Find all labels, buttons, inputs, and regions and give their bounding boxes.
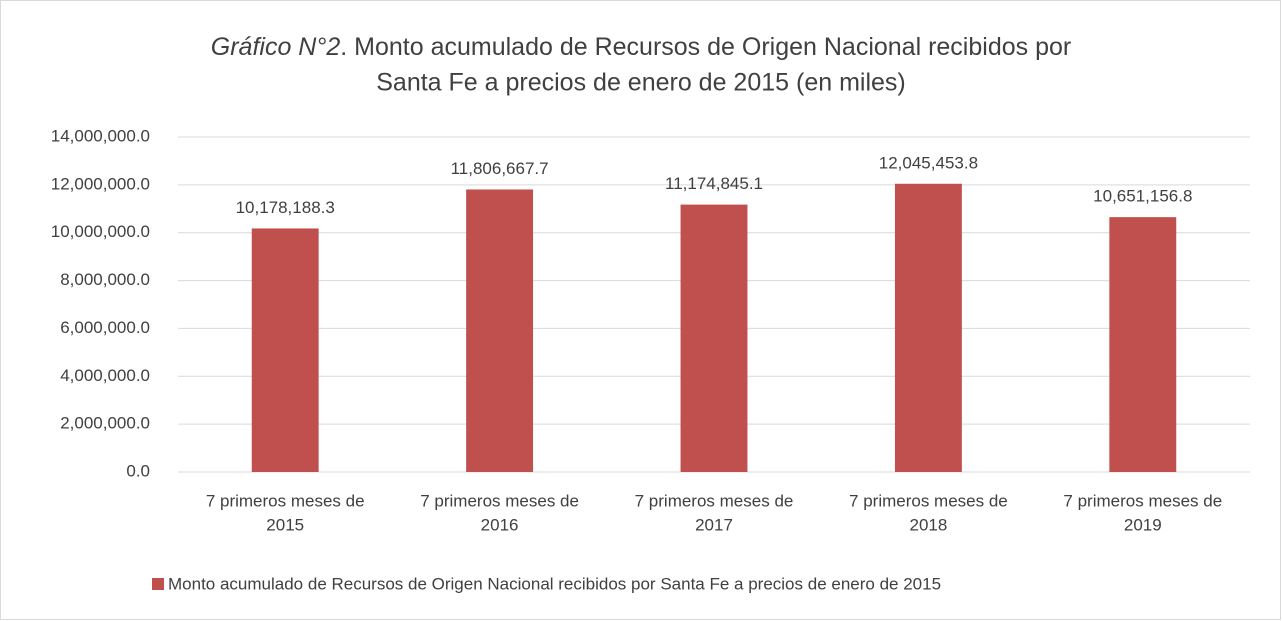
x-tick-label: 7 primeros meses de bbox=[206, 491, 365, 510]
legend-swatch bbox=[152, 578, 164, 590]
x-tick-label: 2015 bbox=[266, 515, 304, 534]
y-tick-label: 8,000,000.0 bbox=[60, 270, 150, 289]
y-tick-label: 6,000,000.0 bbox=[60, 318, 150, 337]
y-tick-label: 14,000,000.0 bbox=[51, 126, 150, 145]
x-tick-label: 2019 bbox=[1124, 515, 1162, 534]
data-label: 12,045,453.8 bbox=[879, 153, 978, 172]
bar bbox=[894, 183, 962, 472]
x-tick-label: 7 primeros meses de bbox=[635, 491, 794, 510]
y-tick-label: 10,000,000.0 bbox=[51, 222, 150, 241]
title-line: Santa Fe a precios de enero de 2015 (en … bbox=[376, 69, 905, 97]
data-label: 10,178,188.3 bbox=[236, 198, 335, 217]
data-label: 10,651,156.8 bbox=[1093, 187, 1192, 206]
bar bbox=[251, 228, 319, 472]
x-tick-label: 2017 bbox=[695, 515, 733, 534]
x-tick-label: 7 primeros meses de bbox=[849, 491, 1008, 510]
bar bbox=[680, 204, 748, 472]
bar bbox=[466, 189, 534, 472]
data-label: 11,806,667.7 bbox=[451, 159, 549, 178]
y-tick-label: 4,000,000.0 bbox=[60, 366, 150, 385]
y-tick-label: 12,000,000.0 bbox=[51, 174, 150, 193]
y-tick-label: 2,000,000.0 bbox=[60, 414, 150, 433]
data-label: 11,174,845.1 bbox=[665, 174, 763, 193]
bar bbox=[1109, 217, 1177, 472]
y-tick-label: 0.0 bbox=[126, 461, 150, 480]
title-line: . Monto acumulado de Recursos de Origen … bbox=[340, 33, 1071, 61]
chart-title: Gráfico N°2. Monto acumulado de Recursos… bbox=[211, 33, 1071, 61]
x-tick-label: 2016 bbox=[481, 515, 519, 534]
legend-label: Monto acumulado de Recursos de Origen Na… bbox=[168, 574, 941, 593]
x-tick-label: 7 primeros meses de bbox=[420, 491, 579, 510]
title-italic: Gráfico N°2 bbox=[211, 33, 341, 61]
x-tick-label: 7 primeros meses de bbox=[1063, 491, 1222, 510]
x-tick-label: 2018 bbox=[909, 515, 947, 534]
